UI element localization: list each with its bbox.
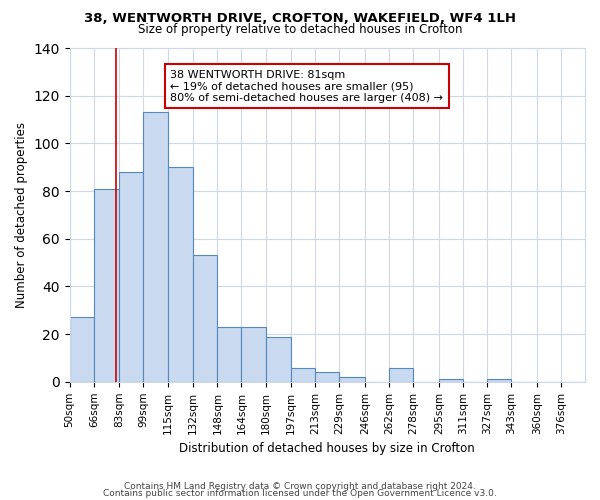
Text: Contains public sector information licensed under the Open Government Licence v3: Contains public sector information licen… (103, 489, 497, 498)
Bar (193, 256, 217, 382)
Bar (487, 380, 511, 382)
Bar (119, 172, 143, 382)
Bar (439, 380, 463, 382)
Text: 38 WENTWORTH DRIVE: 81sqm
← 19% of detached houses are smaller (95)
80% of semi-: 38 WENTWORTH DRIVE: 81sqm ← 19% of detac… (170, 70, 443, 103)
Bar (143, 112, 167, 382)
Bar (167, 167, 193, 382)
Bar (70, 318, 94, 382)
Text: Size of property relative to detached houses in Crofton: Size of property relative to detached ho… (138, 22, 462, 36)
Text: Contains HM Land Registry data © Crown copyright and database right 2024.: Contains HM Land Registry data © Crown c… (124, 482, 476, 491)
Bar (266, 336, 291, 382)
Bar (217, 327, 241, 382)
Bar (94, 188, 119, 382)
X-axis label: Distribution of detached houses by size in Crofton: Distribution of detached houses by size … (179, 442, 475, 455)
Bar (315, 372, 340, 382)
Bar (389, 368, 413, 382)
Bar (291, 368, 315, 382)
Bar (241, 327, 266, 382)
Y-axis label: Number of detached properties: Number of detached properties (15, 122, 28, 308)
Text: 38, WENTWORTH DRIVE, CROFTON, WAKEFIELD, WF4 1LH: 38, WENTWORTH DRIVE, CROFTON, WAKEFIELD,… (84, 12, 516, 24)
Bar (340, 377, 365, 382)
